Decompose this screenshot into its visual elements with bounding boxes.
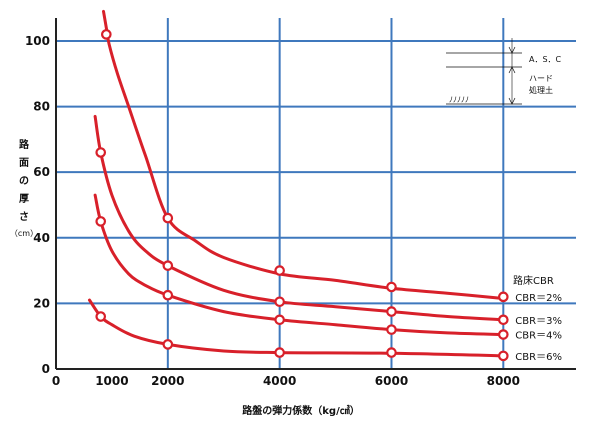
series-markers (95, 29, 509, 362)
x-tick-label: 0 (52, 374, 60, 388)
data-point-marker (498, 350, 509, 362)
data-point-marker (498, 329, 509, 340)
dimension-arrow-icon (508, 46, 516, 54)
data-point-marker (386, 324, 397, 335)
y-axis-title-char: さ (19, 211, 29, 223)
x-tick-label: 6000 (375, 374, 408, 388)
data-point-marker (386, 347, 397, 358)
grid (56, 18, 576, 369)
x-tick-label: 8000 (487, 374, 520, 388)
data-point-marker (386, 306, 397, 317)
data-point-marker (95, 216, 107, 227)
data-point-marker (162, 212, 174, 224)
hard-label-line1: ハード (529, 74, 553, 83)
x-tick-label: 2000 (151, 374, 184, 388)
x-axis-title: 路盤の弾力係数（kg/㎤） (242, 404, 359, 417)
legend-title: 路床CBR (513, 274, 554, 287)
series-curve (93, 193, 505, 337)
dimension-arrow-icon (508, 97, 516, 105)
y-tick-label: 40 (33, 231, 50, 245)
subgrade-hatch: ﾉﾉﾉﾉﾉ (449, 95, 469, 104)
y-axis-title-char: 厚 (19, 193, 29, 205)
data-point-marker (95, 311, 107, 322)
data-point-marker (274, 296, 285, 308)
data-point-marker (162, 260, 174, 271)
x-tick-label: 1000 (95, 374, 128, 388)
data-point-marker (274, 314, 285, 326)
pavement-structure-diagram: A．S．C ハード 処理土 ﾉﾉﾉﾉﾉ (446, 38, 562, 105)
data-point-marker (498, 291, 509, 303)
hard-label-line2: 処理土 (529, 85, 553, 95)
data-point-marker (274, 347, 285, 358)
data-point-marker (95, 147, 107, 158)
data-point-marker (162, 339, 174, 350)
series-label: CBR＝3% (515, 316, 562, 327)
y-tick-label: 60 (33, 165, 50, 179)
y-tick-label: 0 (42, 362, 50, 376)
y-axis-title-char: の (19, 176, 29, 187)
series-curve (102, 9, 505, 300)
y-axis-title: 路 面 の 厚 さ （cm） (10, 138, 38, 238)
series-curve (88, 298, 505, 358)
dimension-arrow-icon (508, 66, 516, 74)
y-axis-unit: （cm） (10, 229, 38, 238)
axes (55, 18, 576, 370)
x-tick-label: 4000 (263, 374, 296, 388)
data-point-marker (498, 314, 509, 326)
series-labels: CBR＝2% CBR＝3% CBR＝4% CBR＝6% (515, 293, 562, 363)
data-point-marker (386, 281, 397, 293)
data-point-marker (101, 29, 112, 40)
series-label: CBR＝2% (515, 293, 562, 304)
y-axis-title-char: 面 (19, 157, 29, 169)
series-label: CBR＝6% (515, 352, 562, 363)
asc-label: A．S．C (529, 55, 562, 64)
data-point-marker (274, 265, 285, 276)
y-axis-title-char: 路 (19, 138, 30, 151)
series-label: CBR＝4% (515, 331, 562, 342)
y-tick-label: 100 (25, 34, 50, 48)
y-tick-label: 80 (33, 100, 50, 114)
data-point-marker (162, 289, 174, 301)
y-tick-label: 20 (33, 296, 50, 310)
